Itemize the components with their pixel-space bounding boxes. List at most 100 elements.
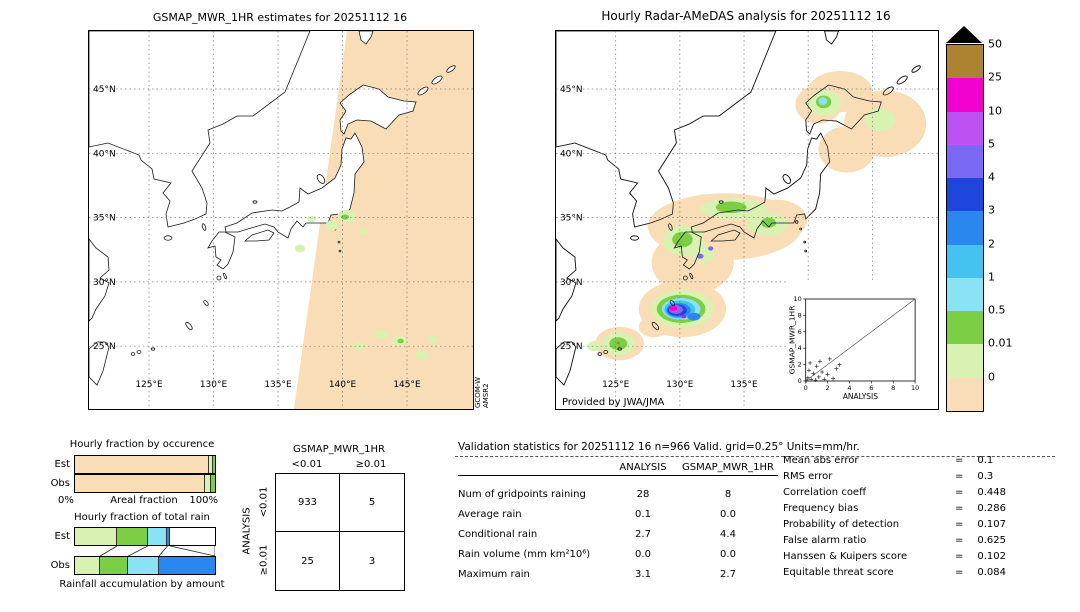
diagonal-reference-line <box>805 298 916 382</box>
precip-blob <box>687 312 701 321</box>
metric-row: False alarm ratio = 0.625 <box>783 534 1007 546</box>
colorbar-tick-label: 0.5 <box>988 303 1006 317</box>
precip-blob <box>341 214 349 220</box>
precip-blob <box>358 228 368 235</box>
metric-row: Frequency bias = 0.286 <box>783 502 1007 514</box>
colorbar-segment <box>947 45 983 79</box>
contingency-row-header: ≥0.01 <box>258 544 270 576</box>
radar-credit: Provided by JWA/JMA <box>562 397 665 408</box>
lon-tick-label: 130°E <box>666 380 694 390</box>
occurrence-est-label: Est <box>54 459 70 470</box>
contingency-table: 933 5 25 3 <box>275 473 405 591</box>
contingency-row-header: <0.01 <box>258 486 270 518</box>
metric-row: Probability of detection = 0.107 <box>783 518 1007 530</box>
totalrain-est-bar <box>74 527 216 546</box>
radar-map-title: Hourly Radar-AMeDAS analysis for 2025111… <box>601 9 891 23</box>
dashed-divider <box>455 456 1055 457</box>
precip-blob <box>672 231 693 248</box>
metric-row: Equitable threat score = 0.084 <box>783 566 1007 578</box>
colorbar-tick-label: 4 <box>988 170 995 184</box>
lon-tick-label: 135°E <box>730 380 758 390</box>
bar-segment <box>209 456 213 473</box>
bar-segment <box>75 557 101 574</box>
colorbar-tick-label: 50 <box>988 37 1002 51</box>
precip-blob <box>307 215 316 223</box>
svg-text:8: 8 <box>798 311 802 319</box>
bar-segment <box>75 475 206 492</box>
svg-text:10: 10 <box>911 384 919 392</box>
svg-text:0: 0 <box>798 377 802 385</box>
svg-text:10: 10 <box>794 295 802 303</box>
precip-blob <box>818 126 875 173</box>
precip-blob <box>427 335 438 344</box>
contingency-cell: 25 <box>276 532 340 590</box>
lat-tick-label: 25°N <box>93 342 116 352</box>
totalrain-obs-bar <box>74 556 216 575</box>
bar-segment <box>212 456 215 473</box>
bar-segment <box>205 475 211 492</box>
colorbar-segment <box>947 277 983 312</box>
colorbar-segment <box>947 178 983 212</box>
validation-col-analysis: ANALYSIS <box>619 462 667 473</box>
contingency-col-header: ≥0.01 <box>355 459 387 470</box>
validation-metrics: Mean abs error = 0.1 RMS error = 0.3 Correlati… <box>783 452 1068 580</box>
svg-text:8: 8 <box>891 384 895 392</box>
occurrence-est-bar <box>74 455 216 474</box>
contingency-cell: 3 <box>368 555 376 567</box>
precip-blob <box>397 338 404 344</box>
ribbon-link <box>128 546 148 556</box>
precip-blob <box>587 341 601 352</box>
contingency-cell: 5 <box>340 474 404 532</box>
stat-row: Conditional rain 2.7 4.4 <box>458 528 736 540</box>
validation-col-gsmap: GSMAP_MWR_1HR <box>682 462 774 473</box>
lat-tick-label: 45°N <box>560 85 583 95</box>
lon-tick-label: 125°E <box>602 380 630 390</box>
bar-segment <box>117 528 148 545</box>
occurrence-axis-min: 0% <box>58 495 74 506</box>
precip-blob <box>669 305 678 311</box>
totalrain-obs-label: Obs <box>50 560 70 571</box>
lon-tick-label: 145°E <box>393 380 421 390</box>
precip-blob <box>414 350 428 360</box>
colorbar-tick-label: 0 <box>988 370 995 384</box>
precip-blobs <box>587 71 927 361</box>
occurrence-axis-label: Areal fraction <box>110 495 178 506</box>
gsmap-map-title: GSMAP_MWR_1HR estimates for 20251112 16 <box>152 11 408 24</box>
contingency-col-header: <0.01 <box>291 459 323 470</box>
ribbon-link <box>158 546 168 556</box>
colorbar-tick-label: 2 <box>988 237 995 251</box>
totalrain-caption: Rainfall accumulation by amount <box>59 579 225 590</box>
precip-blob <box>374 330 388 340</box>
inset-ylabel: GSMAP_MWR_1HR <box>788 306 797 375</box>
svg-text:6: 6 <box>869 384 873 392</box>
radar-map: 125°E130°E135°E140°E145°E45°N40°N35°N30°… <box>555 30 939 410</box>
metric-row: Mean abs error = 0.1 <box>783 454 994 466</box>
precip-blob <box>616 341 620 345</box>
svg-text:2: 2 <box>826 384 830 392</box>
colorbar-tick-label: 25 <box>988 70 1002 84</box>
contingency-title: GSMAP_MWR_1HR <box>293 444 385 455</box>
precip-blob <box>294 244 306 253</box>
colorbar-tick-label: 5 <box>988 137 995 151</box>
gsmap-sensor-credit: GCOM-W AMSR2 <box>474 376 490 408</box>
ribbon-link <box>99 546 118 556</box>
validation-table-header: ANALYSIS GSMAP_MWR_1HR <box>458 462 778 476</box>
precip-blobs <box>294 209 438 360</box>
lon-tick-label: 130°E <box>200 380 228 390</box>
bar-segment <box>128 557 159 574</box>
lon-tick-label: 140°E <box>329 380 357 390</box>
map-grid: 125°E 130°E 135°E 140°E 145°E 45°N 40°N 35°N 30°… <box>89 31 473 409</box>
precip-blob <box>760 217 777 228</box>
lat-tick-label: 40°N <box>93 149 116 159</box>
svg-text:4: 4 <box>798 344 802 352</box>
stat-row: Maximum rain 3.1 2.7 <box>458 568 736 580</box>
bar-segment <box>210 475 215 492</box>
metric-row: Correlation coeff = 0.448 <box>783 486 1007 498</box>
metric-row: Hanssen & Kuipers score = 0.102 <box>783 550 1007 562</box>
svg-text:2: 2 <box>798 361 802 369</box>
colorbar-segment <box>947 344 983 378</box>
stat-row: Average rain 0.1 0.0 <box>458 508 736 520</box>
bar-segment <box>158 557 215 574</box>
occurrence-chart-title: Hourly fraction by occurence <box>69 439 215 450</box>
